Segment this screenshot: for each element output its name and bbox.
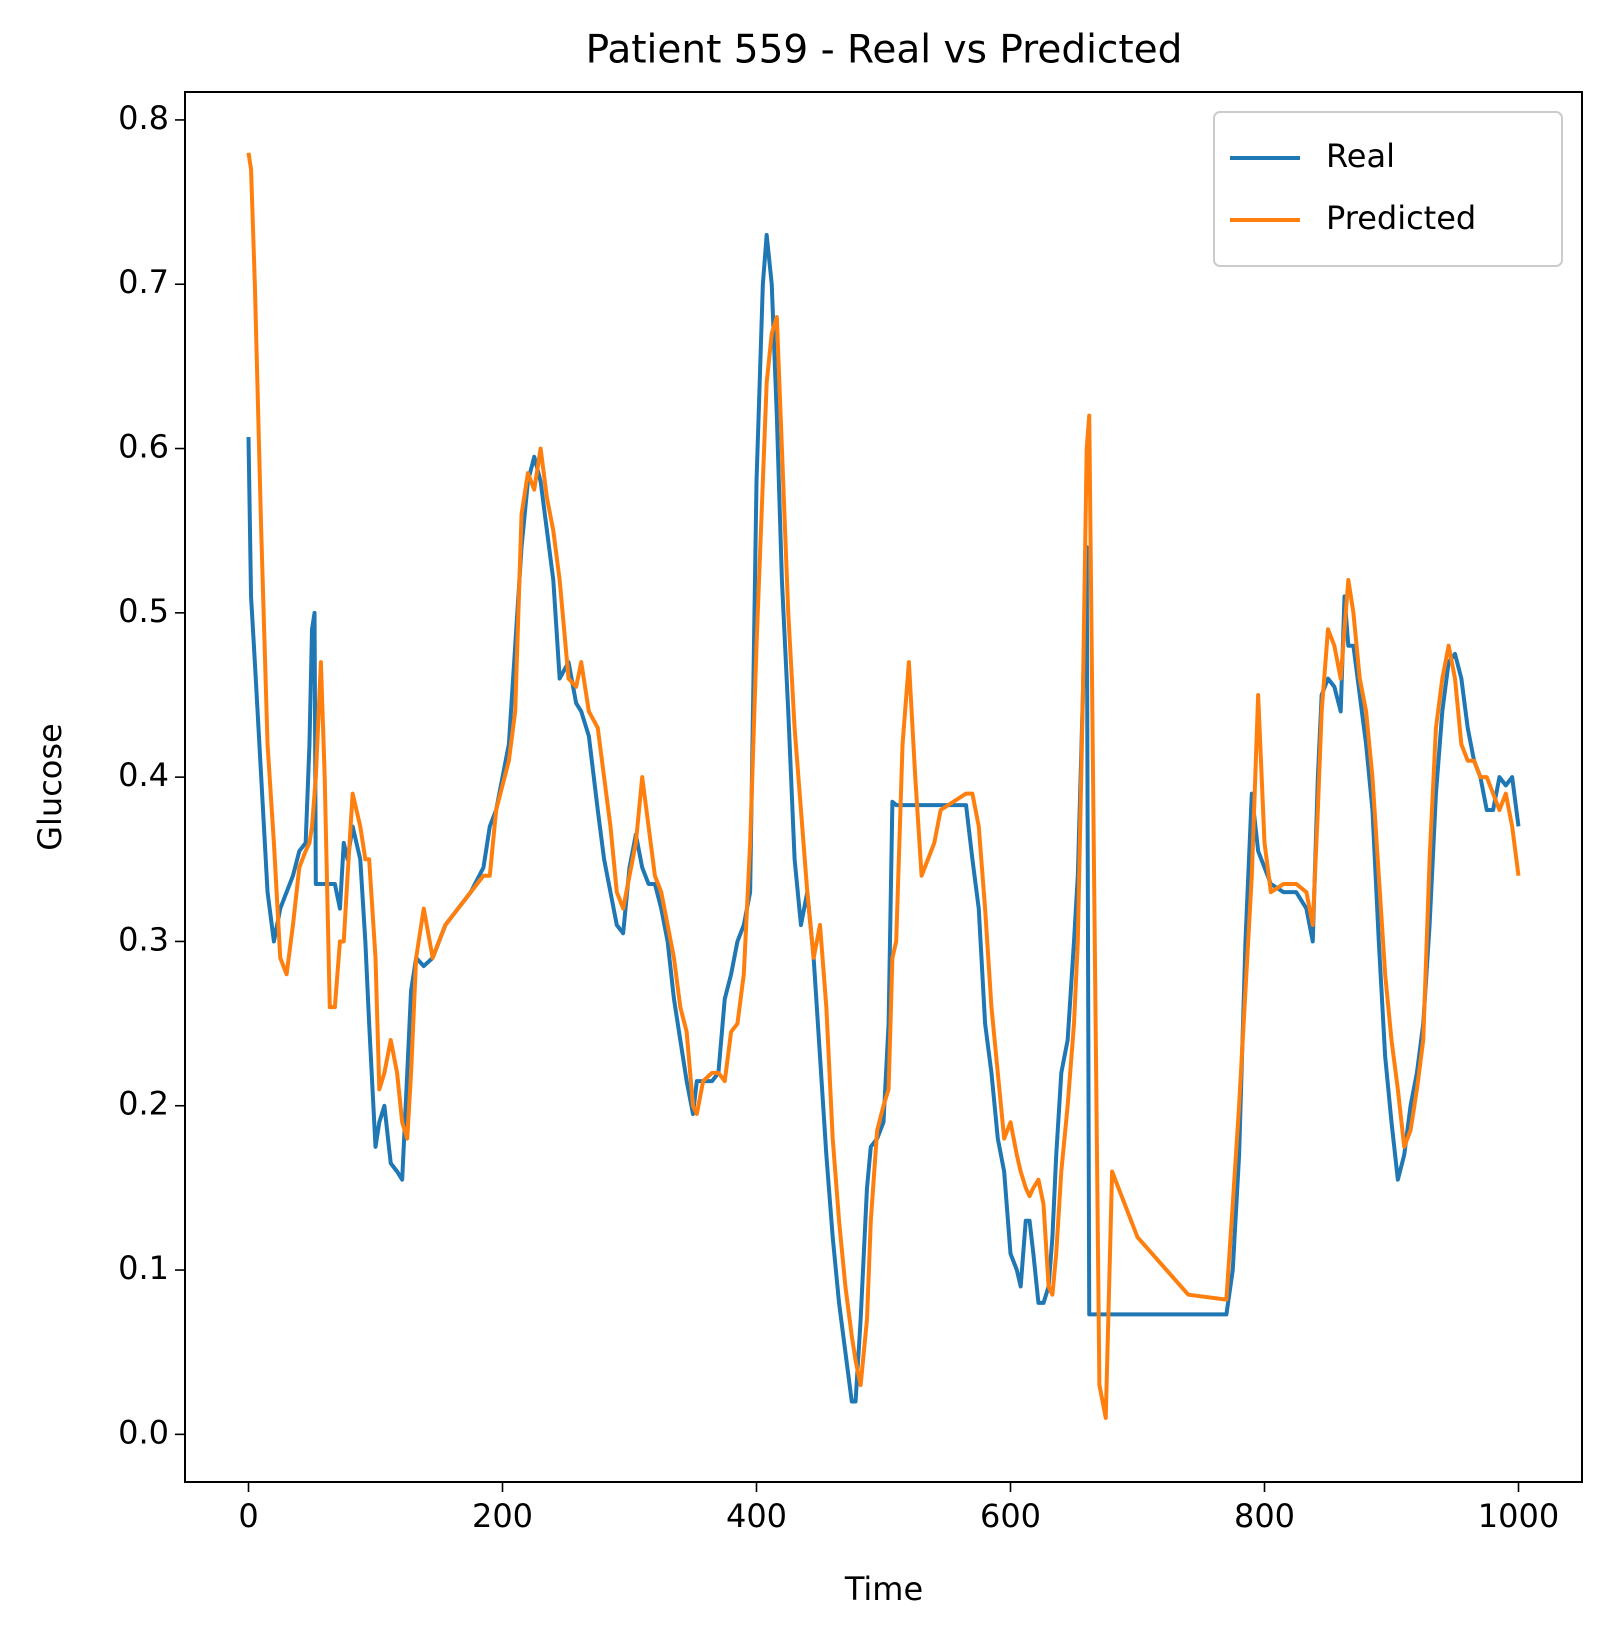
y-tick-label: 0.0	[118, 1413, 169, 1451]
x-tick-label: 400	[726, 1497, 787, 1535]
x-tick-label: 0	[238, 1497, 258, 1535]
y-tick-label: 0.5	[118, 592, 169, 630]
legend-label: Predicted	[1326, 199, 1476, 237]
plot-frame	[184, 91, 1583, 1483]
y-tick-label: 0.8	[118, 99, 169, 137]
x-tick-label: 600	[980, 1497, 1041, 1535]
x-axis-label: Time	[844, 1570, 923, 1608]
x-tick-label: 200	[472, 1497, 533, 1535]
series-line	[246, 152, 1521, 1420]
y-tick-label: 0.6	[118, 428, 169, 466]
y-axis-label: Glucose	[31, 723, 69, 851]
y-tick-label: 0.3	[118, 920, 169, 958]
y-tick-label: 0.1	[118, 1249, 169, 1287]
legend-label: Real	[1326, 137, 1395, 175]
chart-title: Patient 559 - Real vs Predicted	[586, 28, 1183, 73]
x-tick-label: 800	[1234, 1497, 1295, 1535]
legend: Real Predicted	[1213, 111, 1563, 267]
y-tick-label: 0.2	[118, 1085, 169, 1123]
y-tick-label: 0.4	[118, 756, 169, 794]
y-tick-label: 0.7	[118, 263, 169, 301]
x-tick-label: 1000	[1478, 1497, 1559, 1535]
legend-box	[1213, 111, 1563, 267]
